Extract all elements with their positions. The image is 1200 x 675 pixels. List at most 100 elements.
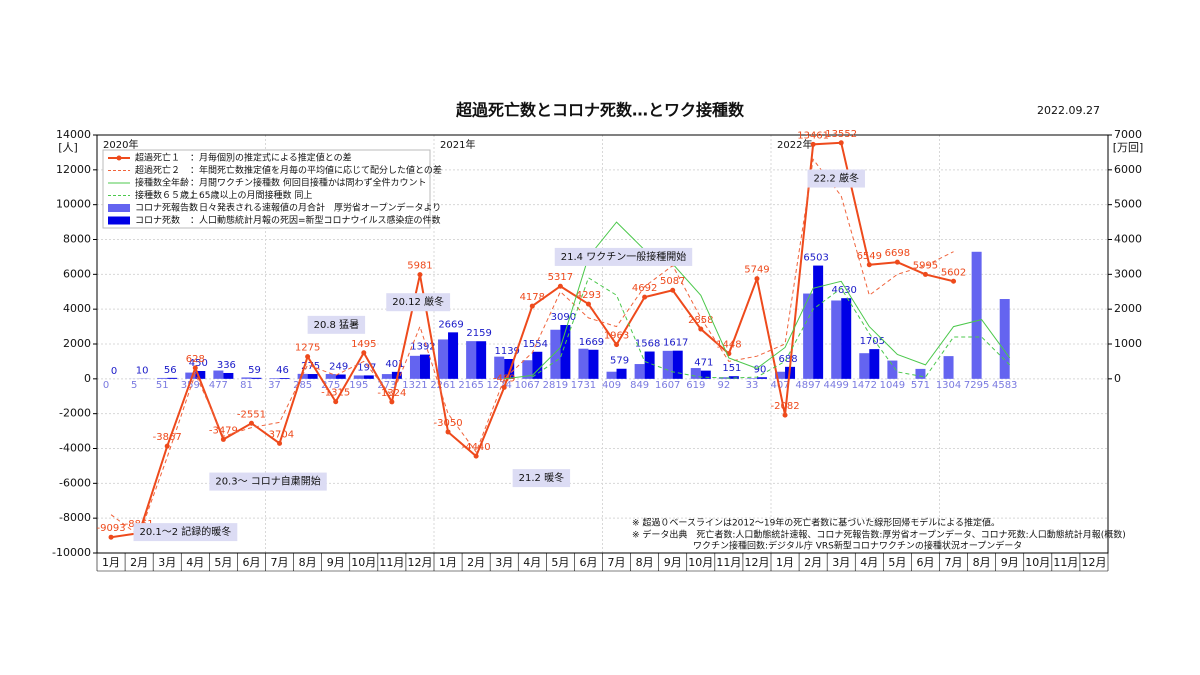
- bar-label: 1139: [494, 346, 519, 357]
- bar-label: 619: [686, 380, 705, 391]
- bar: [195, 370, 206, 379]
- bar-label: 1392: [410, 342, 435, 353]
- bar-label: 1568: [635, 339, 660, 350]
- line-marker: [248, 420, 254, 426]
- year-label: 2022年: [777, 138, 812, 151]
- y-tick-label: -2000: [59, 407, 91, 420]
- x-tick-label: 9月: [1001, 556, 1019, 569]
- bar: [297, 373, 308, 379]
- line-marker: [670, 287, 676, 293]
- bar-label: 81: [240, 380, 253, 391]
- annotation-text: 21.2 暖冬: [519, 471, 564, 484]
- x-tick-label: 5月: [888, 556, 906, 569]
- bar-label: 1321: [402, 380, 427, 391]
- line-marker: [838, 140, 844, 146]
- bar: [476, 341, 487, 379]
- bar-label: 4897: [795, 380, 820, 391]
- bar-label: 4630: [831, 285, 856, 296]
- bar-label: 0: [103, 380, 109, 391]
- bar: [999, 299, 1010, 379]
- line-label: -3704: [265, 429, 294, 440]
- bar: [634, 364, 645, 379]
- x-tick-label: 3月: [832, 556, 850, 569]
- x-tick-label: 2月: [130, 556, 148, 569]
- bar-label: 1274: [486, 380, 511, 391]
- bar-label: 7295: [964, 380, 989, 391]
- line-marker: [614, 342, 620, 348]
- x-tick-label: 1月: [776, 556, 794, 569]
- x-tick-label: 10月: [351, 556, 376, 569]
- x-tick-label: 11月: [379, 556, 404, 569]
- bar-label: 197: [357, 362, 376, 373]
- bar: [504, 358, 515, 379]
- legend-desc: ：65歳以上の月間接種数 同上: [190, 189, 312, 201]
- x-tick-label: 6月: [242, 556, 260, 569]
- bar-label: 59: [248, 365, 261, 376]
- line-marker: [922, 271, 928, 277]
- line-marker: [866, 262, 872, 268]
- line-label: 13552: [825, 129, 857, 140]
- y-tick-label: 12000: [56, 163, 91, 176]
- bar: [756, 377, 767, 379]
- bar: [700, 370, 711, 379]
- line-marker: [782, 412, 788, 418]
- year-label: 2021年: [440, 138, 475, 151]
- bar-label: 37: [268, 380, 281, 391]
- bar-label: 2159: [466, 328, 491, 339]
- y-tick-label: 4000: [63, 302, 91, 315]
- bar: [494, 356, 505, 379]
- line-label: 4178: [520, 292, 545, 303]
- legend-desc: ：月間ワクチン接種数 何回目接種かは問わず全件カウント: [190, 177, 427, 189]
- bar-label: 249: [329, 361, 348, 372]
- line-marker: [585, 301, 591, 307]
- line-label: 5981: [407, 261, 432, 272]
- annotation: 20.1～2 記録的暖冬: [133, 523, 238, 542]
- line-label: 13461: [797, 130, 829, 141]
- x-tick-label: 3月: [495, 556, 513, 569]
- bar-label: 2165: [458, 380, 483, 391]
- note: ※ データ出典 死亡者数:人口動態統計速報、コロナ死報告数:厚労省オープンデータ…: [632, 529, 1126, 541]
- line-marker: [894, 259, 900, 265]
- bar-label: 2261: [430, 380, 455, 391]
- legend-label: 超過死亡２: [135, 164, 180, 176]
- line-label: -1324: [377, 388, 406, 399]
- bar-label: 1304: [936, 380, 961, 391]
- bar-label: 1731: [571, 380, 596, 391]
- bar-label: 450: [189, 358, 208, 369]
- line-marker: [192, 365, 198, 371]
- annotation: 20.8 猛暑: [307, 315, 366, 334]
- bar: [915, 368, 926, 379]
- bar: [644, 351, 655, 379]
- bar: [223, 372, 234, 379]
- line-label: 2858: [688, 315, 713, 326]
- line-marker: [529, 303, 535, 309]
- x-tick-label: 4月: [523, 556, 541, 569]
- bar-label: 5: [131, 380, 137, 391]
- bar-label: 33: [746, 380, 759, 391]
- y2-tick-label: 2000: [1114, 302, 1142, 315]
- bar-label: 477: [209, 380, 228, 391]
- bar: [409, 355, 420, 379]
- line-label: 1448: [716, 340, 741, 351]
- x-tick-label: 2月: [804, 556, 822, 569]
- x-tick-label: 10月: [1025, 556, 1050, 569]
- bar: [550, 329, 561, 379]
- annotation-box: [386, 293, 451, 312]
- legend-marker: [116, 155, 122, 161]
- bar: [213, 370, 224, 379]
- legend-swatch: [108, 216, 130, 225]
- chart-title: 超過死亡数とコロナ死数…とワク接種数: [455, 101, 745, 120]
- y2-tick-label: 5000: [1114, 198, 1142, 211]
- y-tick-label: -4000: [59, 442, 91, 455]
- x-tick-label: 7月: [608, 556, 626, 569]
- y-tick-label: -6000: [59, 476, 91, 489]
- x-tick-label: 6月: [579, 556, 597, 569]
- bar: [279, 378, 290, 379]
- line-marker: [417, 272, 423, 278]
- legend-label: コロナ死報告数: [135, 202, 198, 214]
- legend-swatch: [108, 204, 130, 212]
- annotation: 21.2 暖冬: [512, 469, 571, 488]
- x-tick-label: 8月: [636, 556, 654, 569]
- bar-label: 56: [164, 365, 177, 376]
- line-marker: [557, 283, 563, 289]
